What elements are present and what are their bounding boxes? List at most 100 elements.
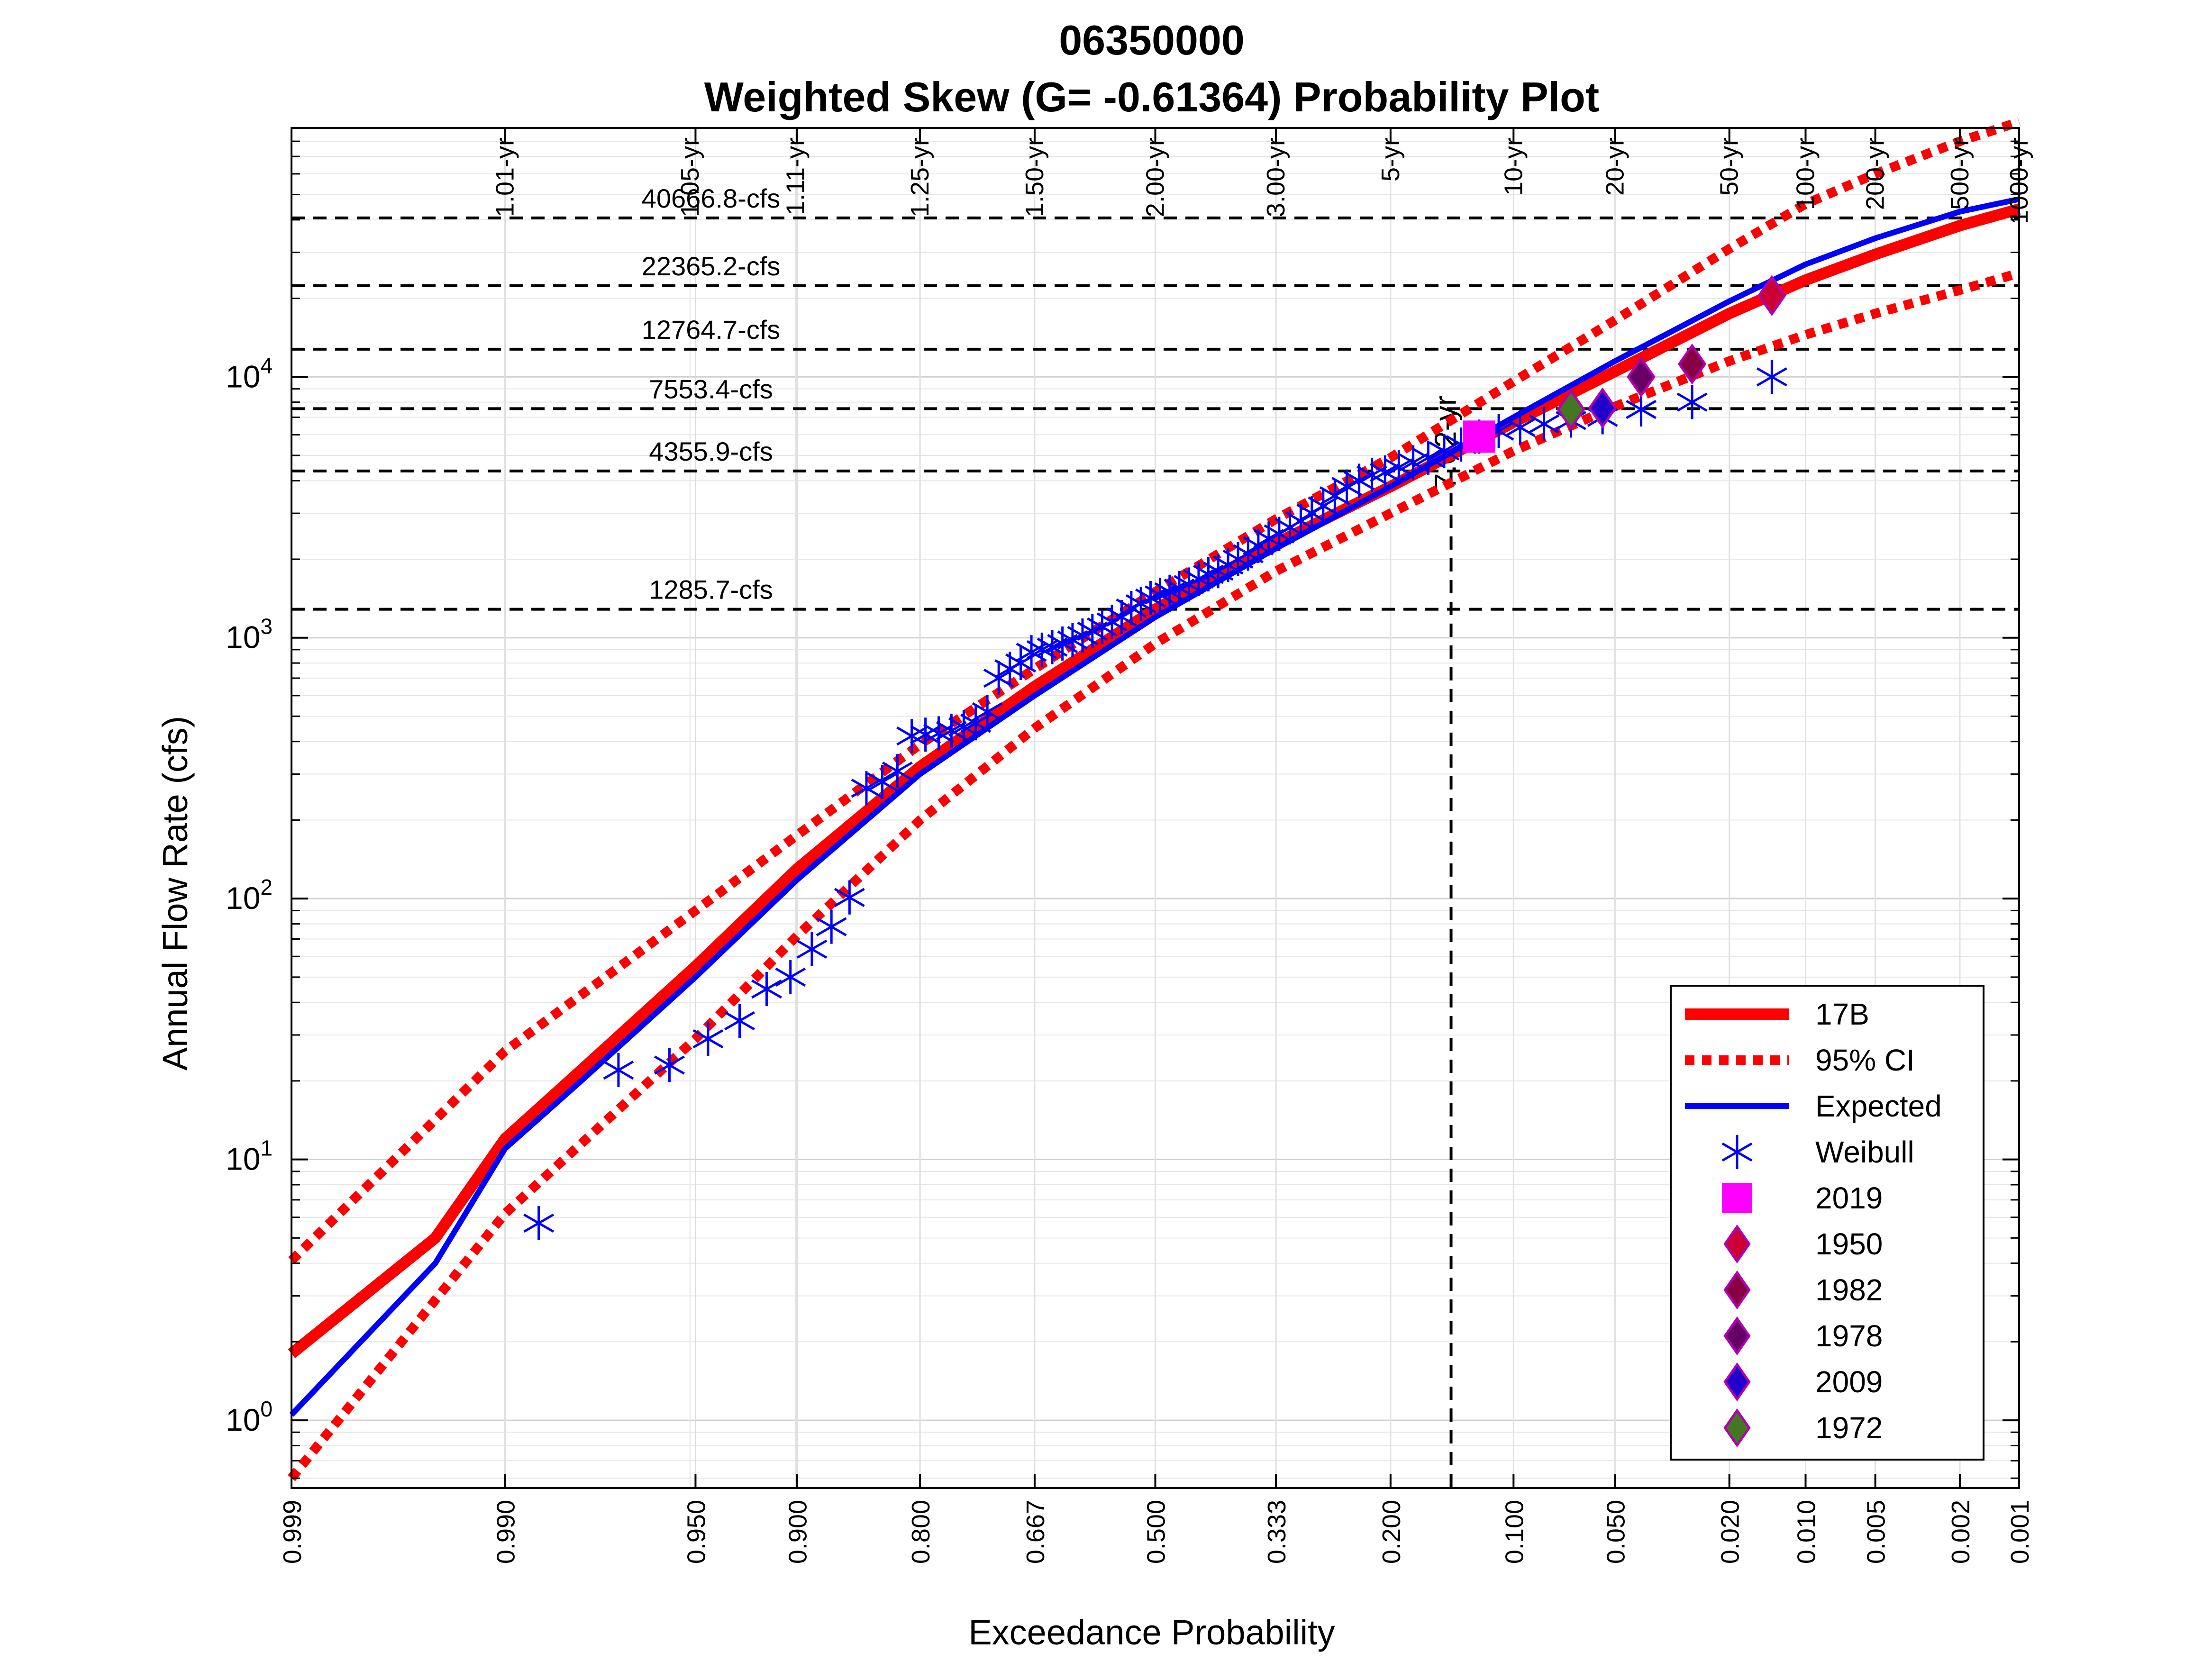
return-period-label: 1.05-yr: [676, 137, 704, 217]
weibull-stroke: [692, 1029, 724, 1049]
y-tick-label: 103: [226, 614, 273, 655]
weibull-point: [867, 765, 898, 799]
reference-line-label: 7553.4-cfs: [649, 374, 773, 404]
return-period-label: 200-yr: [1861, 137, 1890, 210]
weibull-point: [834, 880, 865, 915]
weibull-stroke: [1308, 496, 1339, 516]
legend-swatch: [1723, 1316, 1751, 1356]
weibull-point: [724, 1004, 755, 1038]
weibull-point: [1344, 463, 1375, 498]
reference-line-label: 22365.2-cfs: [642, 251, 781, 281]
weibull-point: [1529, 407, 1559, 441]
series-line-17b: [288, 203, 2021, 1358]
series-line-95-ci-lower: [288, 268, 2021, 1481]
x-tick-label: 0.100: [1500, 1500, 1529, 1564]
weibull-stroke: [896, 726, 928, 746]
legend-swatch: [1723, 1408, 1751, 1448]
weibull-point: [896, 719, 928, 753]
return-period-label: 3.00-yr: [1262, 137, 1290, 217]
legend-label: Weibull: [1815, 1135, 1914, 1169]
weibull-stroke: [1412, 448, 1444, 467]
weibull-point: [775, 960, 806, 994]
weibull-stroke: [1529, 414, 1559, 434]
reference-line-label: 1285.7-cfs: [649, 575, 773, 605]
weibull-point: [1308, 489, 1339, 523]
legend-swatch: [1723, 1362, 1751, 1402]
highlight-point-2019: [1463, 420, 1495, 453]
return-period-label: 1.25-yr: [906, 137, 934, 217]
weibull-point: [972, 695, 1003, 729]
weibull-point: [816, 909, 847, 944]
legend: 17B 95% CI Expected Weibull 2019 1950 1982 1978…: [1670, 985, 1984, 1461]
weibull-stroke: [923, 724, 954, 743]
legend-label: 1982: [1815, 1273, 1883, 1307]
x-tick-label: 0.200: [1377, 1500, 1406, 1564]
return-period-label: 1.01-yr: [491, 137, 519, 217]
return-period-label: 1000-yr: [2005, 137, 2033, 224]
legend-label: 1950: [1815, 1227, 1883, 1261]
weibull-stroke: [936, 721, 967, 741]
weibull-point: [1285, 504, 1316, 538]
weibull-stroke: [1356, 465, 1387, 485]
weibull-point: [910, 717, 941, 752]
weibull-point: [654, 1048, 685, 1082]
highlight-point-1950: [1757, 275, 1786, 317]
reference-line-label: 12764.7-cfs: [642, 315, 781, 345]
return-period-label: 1.11-yr: [781, 137, 810, 215]
legend-label: 1972: [1815, 1411, 1883, 1445]
weibull-stroke: [1319, 486, 1350, 506]
highlight-point-1978: [1627, 356, 1656, 398]
weibull-point: [1319, 479, 1350, 513]
return-period-label: 100-yr: [1791, 137, 1820, 210]
weibull-stroke: [960, 714, 992, 733]
weibull-point: [1626, 392, 1657, 427]
return-period-label: 20-yr: [1601, 137, 1629, 196]
weibull-point: [1676, 385, 1708, 419]
legend-label: Expected: [1815, 1089, 1942, 1123]
x-tick-label: 0.990: [492, 1500, 520, 1564]
return-period-label: 50-yr: [1715, 137, 1744, 196]
legend-label: 1978: [1815, 1319, 1883, 1353]
x-tick-label: 0.050: [1602, 1500, 1630, 1564]
highlight-point-1972: [1557, 389, 1585, 430]
weibull-stroke: [948, 717, 979, 737]
weibull-point: [1369, 455, 1401, 490]
legend-label: 2019: [1815, 1181, 1883, 1215]
highlight-point-2009: [1588, 387, 1617, 429]
series-line-95-ci: [288, 117, 2021, 1264]
x-tick-label: 0.002: [1947, 1500, 1975, 1564]
weibull-point: [960, 706, 992, 741]
weibull-point: [751, 972, 782, 1007]
weibull-stroke: [775, 967, 806, 987]
return-period-label: 2.00-yr: [1141, 137, 1170, 217]
weibull-stroke: [654, 1055, 685, 1075]
weibull-point: [923, 716, 954, 751]
x-tick-label: 0.500: [1142, 1500, 1171, 1564]
weibull-stroke: [1756, 367, 1787, 387]
series-line-expected: [289, 196, 2020, 1417]
weibull-stroke: [983, 668, 1014, 688]
y-axis-label: Annual Flow Rate (cfs): [155, 716, 195, 1071]
y-tick-label: 101: [226, 1136, 273, 1177]
weibull-point: [523, 1206, 555, 1241]
return-period-label: 1.50-yr: [1020, 137, 1049, 217]
x-tick-label: 0.020: [1716, 1500, 1745, 1564]
y-tick-label: 100: [226, 1397, 273, 1437]
highlight-point-1982: [1677, 343, 1707, 385]
x-tick-label: 0.010: [1792, 1500, 1821, 1564]
weibull-point: [1383, 450, 1414, 485]
y-tick-label: 102: [226, 875, 273, 916]
plot-area: 40666.8-cfs 22365.2-cfs 12764.7-cfs 7553.4-…: [226, 117, 2034, 1564]
chart-title: 06350000: [1059, 17, 1245, 64]
x-tick-label: 0.667: [1021, 1500, 1050, 1564]
weibull-stroke: [867, 772, 898, 792]
weibull-point: [1398, 445, 1429, 480]
weibull-stroke: [1344, 471, 1375, 490]
y-tick-label: 104: [226, 353, 273, 394]
chart-subtitle: Weighted Skew (G= -0.61364) Probability …: [704, 73, 1599, 120]
legend-label: 95% CI: [1815, 1043, 1915, 1077]
weibull-point: [851, 771, 882, 806]
x-tick-label: 0.999: [278, 1500, 307, 1564]
